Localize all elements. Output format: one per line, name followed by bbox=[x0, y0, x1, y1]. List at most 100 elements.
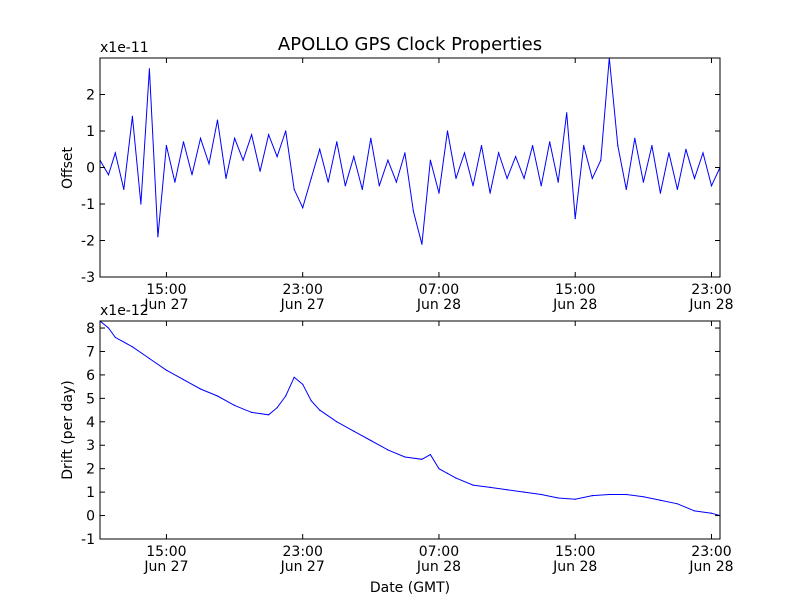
offset-data-point bbox=[472, 185, 474, 187]
drift-data-point bbox=[523, 491, 525, 493]
offset-y-tick-label: 0 bbox=[86, 161, 95, 177]
drift-data-point bbox=[353, 430, 355, 432]
drift-data-point bbox=[446, 472, 449, 474]
drift-x-axis-label: Date (GMT) bbox=[370, 580, 450, 596]
drift-x-tick-time-label: 23:00 bbox=[691, 544, 731, 560]
drift-plot-frame bbox=[99, 320, 721, 540]
offset-x-tick-date-label: Jun 28 bbox=[688, 297, 733, 313]
offset-data-point bbox=[114, 152, 116, 154]
offset-data-point bbox=[259, 170, 261, 172]
offset-data-point bbox=[353, 156, 355, 158]
offset-data-point bbox=[702, 152, 704, 154]
drift-data-point bbox=[148, 357, 150, 360]
drift-data-point bbox=[659, 499, 662, 501]
offset-data-point bbox=[319, 148, 321, 150]
drift-series-layer bbox=[99, 320, 721, 517]
drift-data-point bbox=[370, 439, 372, 442]
offset-data-point bbox=[429, 159, 431, 161]
drift-x-tick-time-label: 07:00 bbox=[419, 544, 459, 560]
offset-data-point bbox=[165, 145, 167, 147]
drift-data-point bbox=[421, 458, 423, 460]
offset-data-point bbox=[131, 115, 133, 117]
drift-data-point bbox=[234, 404, 236, 406]
offset-data-point bbox=[532, 145, 534, 147]
offset-data-point bbox=[421, 243, 423, 245]
drift-y-tick-label: 1 bbox=[86, 485, 95, 501]
drift-y-tick-label: 5 bbox=[86, 391, 95, 407]
offset-x-tick-date-label: Jun 28 bbox=[416, 297, 461, 313]
offset-data-point bbox=[642, 181, 645, 183]
offset-data-point bbox=[191, 174, 193, 176]
offset-x-tick-time-label: 15:00 bbox=[555, 282, 595, 298]
offset-data-point bbox=[370, 137, 372, 139]
offset-data-point bbox=[523, 177, 525, 179]
offset-data-point bbox=[395, 181, 397, 183]
drift-data-point bbox=[216, 395, 219, 397]
drift-y-tick-label: -1 bbox=[81, 532, 95, 548]
drift-data-point bbox=[455, 477, 457, 479]
offset-data-point bbox=[676, 188, 679, 190]
offset-data-point bbox=[625, 188, 627, 190]
offset-x-tick-time-label: 15:00 bbox=[146, 282, 186, 298]
drift-data-point bbox=[276, 407, 278, 409]
drift-data-point bbox=[540, 493, 542, 496]
offset-data-point bbox=[344, 185, 346, 187]
drift-data-point bbox=[429, 454, 431, 456]
offset-data-point bbox=[685, 148, 687, 150]
drift-panel: x1e-12 Drift (per day) Date (GMT) -10123… bbox=[60, 303, 734, 596]
offset-data-point bbox=[566, 112, 568, 114]
offset-data-point bbox=[710, 185, 713, 187]
drift-data-point bbox=[310, 400, 312, 402]
drift-y-tick-label: 3 bbox=[86, 438, 95, 454]
offset-data-point bbox=[199, 137, 202, 139]
offset-y-tick-label: 1 bbox=[86, 124, 95, 140]
offset-data-point bbox=[242, 159, 244, 161]
drift-data-point bbox=[199, 388, 202, 390]
drift-y-tick-label: 7 bbox=[86, 344, 95, 360]
offset-x-tick-date-label: Jun 28 bbox=[552, 297, 597, 313]
offset-data-point bbox=[208, 163, 210, 165]
offset-data-point bbox=[489, 192, 491, 194]
offset-data-point bbox=[302, 207, 304, 209]
offset-data-point bbox=[540, 185, 542, 187]
drift-data-point bbox=[642, 496, 645, 498]
drift-x-tick-time-label: 15:00 bbox=[146, 544, 186, 560]
drift-data-point bbox=[574, 498, 576, 500]
offset-multiplier-label: x1e-11 bbox=[100, 40, 149, 56]
drift-x-tick-time-label: 15:00 bbox=[555, 544, 595, 560]
offset-data-point bbox=[446, 130, 449, 132]
figure-title: APOLLO GPS Clock Properties bbox=[278, 34, 542, 55]
offset-data-point bbox=[387, 159, 389, 161]
drift-data-point bbox=[693, 510, 696, 512]
offset-data-point bbox=[463, 152, 466, 154]
offset-data-point bbox=[361, 188, 363, 190]
offset-series-layer bbox=[99, 57, 721, 245]
offset-data-point bbox=[140, 203, 142, 205]
offset-data-point bbox=[515, 156, 517, 158]
offset-data-point bbox=[506, 177, 508, 179]
offset-data-point bbox=[583, 145, 585, 147]
drift-y-tick-label: 8 bbox=[86, 321, 95, 337]
drift-data-point bbox=[336, 421, 338, 423]
drift-x-tick-time-label: 23:00 bbox=[283, 544, 323, 560]
offset-data-point bbox=[634, 137, 636, 139]
offset-data-point bbox=[557, 181, 559, 183]
offset-data-point bbox=[651, 145, 653, 147]
offset-data-point bbox=[591, 177, 593, 179]
offset-data-point bbox=[438, 192, 440, 194]
drift-x-tick-date-label: Jun 27 bbox=[143, 559, 188, 575]
offset-data-point bbox=[455, 177, 457, 179]
drift-y-tick-label: 0 bbox=[86, 509, 95, 525]
offset-data-point bbox=[234, 137, 236, 139]
drift-data-point bbox=[489, 486, 491, 488]
offset-data-point bbox=[659, 192, 662, 194]
offset-x-tick-date-label: Jun 27 bbox=[143, 297, 188, 313]
offset-y-axis-label: Offset bbox=[60, 146, 76, 189]
drift-data-point bbox=[625, 493, 627, 496]
offset-data-point bbox=[268, 134, 270, 136]
drift-y-tick-label: 6 bbox=[86, 368, 95, 384]
offset-data-point bbox=[498, 152, 500, 154]
offset-data-point bbox=[404, 152, 406, 154]
